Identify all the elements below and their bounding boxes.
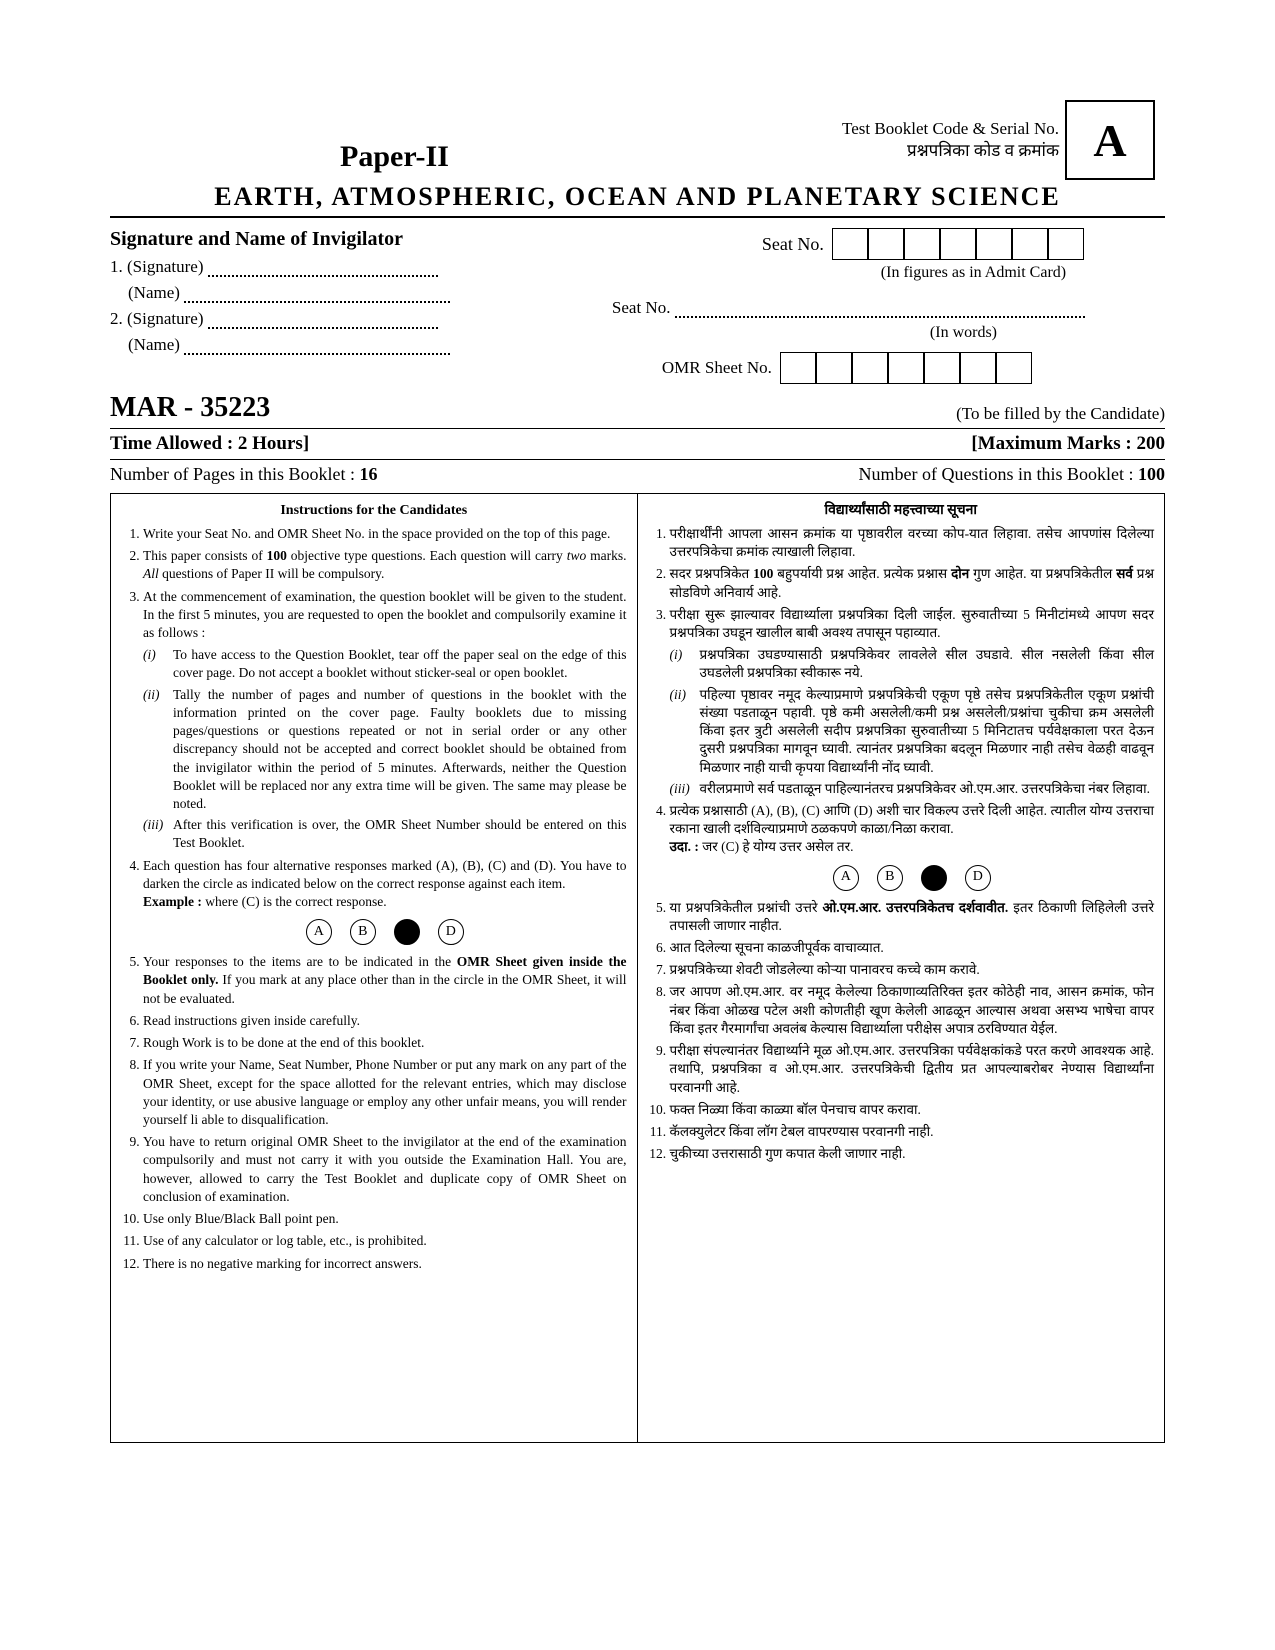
circle-b: B [877, 865, 903, 891]
seat-words-caption: (In words) [762, 324, 1165, 342]
subject-title: EARTH, ATMOSPHERIC, OCEAN AND PLANETARY … [110, 182, 1165, 212]
sig1-label: 1. (Signature) [110, 257, 203, 276]
seat-words-line [675, 302, 1085, 318]
seat-no-label: Seat No. [762, 234, 824, 255]
sig2-line [208, 313, 438, 329]
omr-sheet-label: OMR Sheet No. [662, 358, 772, 378]
mr-item-6: आत दिलेल्या सूचना काळजीपूर्वक वाचाव्यात. [670, 939, 1155, 957]
en-item-12: There is no negative marking for incorre… [143, 1255, 627, 1273]
divider [110, 216, 1165, 218]
seat-figures-caption: (In figures as in Admit Card) [782, 264, 1165, 282]
divider [110, 428, 1165, 429]
en-item-1: Write your Seat No. and OMR Sheet No. in… [143, 525, 627, 543]
exam-cover-page: Test Booklet Code & Serial No. प्रश्नपत्… [0, 0, 1275, 1650]
mr-item-4: प्रत्येक प्रश्नासाठी (A), (B), (C) आणि (… [670, 802, 1155, 891]
mr-item-7: प्रश्नपत्रिकेच्या शेवटी जोडलेल्या कोऱ्या… [670, 961, 1155, 979]
circle-c-filled [921, 865, 947, 891]
candidate-fill: (To be filled by the Candidate) [956, 404, 1165, 424]
circle-d: D [438, 919, 464, 945]
instructions-english: Instructions for the Candidates Write yo… [111, 494, 638, 1442]
booklet-code-block: Test Booklet Code & Serial No. प्रश्नपत्… [842, 100, 1155, 180]
pages-info: Number of Pages in this Booklet : 16 [110, 464, 377, 485]
en-item-2: This paper consists of 100 objective typ… [143, 547, 627, 583]
en-item-10: Use only Blue/Black Ball point pen. [143, 1210, 627, 1228]
mr-item-8: जर आपण ओ.एम.आर. वर नमूद केलेल्या ठिकाणाव… [670, 983, 1155, 1038]
instructions-marathi: विद्यार्थ्यांसाठी महत्त्वाच्या सूचना परी… [638, 494, 1165, 1442]
en-item-5: Your responses to the items are to be in… [143, 953, 627, 1008]
seat-no-boxes [832, 228, 1084, 260]
mr-heading: विद्यार्थ्यांसाठी महत्त्वाच्या सूचना [648, 502, 1155, 521]
circle-a: A [833, 865, 859, 891]
booklet-code-label: Test Booklet Code & Serial No. प्रश्नपत्… [842, 118, 1059, 162]
mr-item-9: परीक्षा संपल्यानंतर विद्यार्थ्याने मूळ ओ… [670, 1042, 1155, 1097]
sig2-label: 2. (Signature) [110, 309, 203, 328]
en-item-11: Use of any calculator or log table, etc.… [143, 1232, 627, 1250]
en-item-3: At the commencement of examination, the … [143, 588, 627, 853]
example-circles-mr: A B D [670, 865, 1155, 891]
invigilator-heading: Signature and Name of Invigilator [110, 228, 722, 251]
mr-item-5: या प्रश्नपत्रिकेतील प्रश्नांची उत्तरे ओ.… [670, 899, 1155, 935]
en-item-8: If you write your Name, Seat Number, Pho… [143, 1056, 627, 1129]
en-item-6: Read instructions given inside carefully… [143, 1012, 627, 1030]
mr-item-10: फक्त निळ्या किंवा काळ्या बॉल पेनचाच वापर… [670, 1101, 1155, 1119]
circle-d: D [965, 865, 991, 891]
exam-code: MAR - 35223 [110, 392, 270, 424]
mr-item-1: परीक्षार्थींनी आपला आसन क्रमांक या पृष्ठ… [670, 525, 1155, 561]
questions-info: Number of Questions in this Booklet : 10… [859, 464, 1165, 485]
name2-label: (Name) [128, 335, 180, 354]
circle-a: A [306, 919, 332, 945]
en-item-7: Rough Work is to be done at the end of t… [143, 1034, 627, 1052]
en-item-4: Each question has four alternative respo… [143, 857, 627, 946]
en-heading: Instructions for the Candidates [121, 502, 627, 521]
example-circles-en: A B D [143, 919, 627, 945]
circle-c-filled [394, 919, 420, 945]
divider [110, 459, 1165, 460]
booklet-code-letter: A [1065, 100, 1155, 180]
booklet-label-mr: प्रश्नपत्रिका कोड व क्रमांक [842, 140, 1059, 162]
sig1-line [208, 261, 438, 277]
name1-label: (Name) [128, 283, 180, 302]
name2-line [184, 339, 450, 355]
mr-item-3: परीक्षा सुरू झाल्यावर विद्यार्थ्याला प्र… [670, 606, 1155, 798]
mr-item-12: चुकीच्या उत्तरासाठी गुण कपात केली जाणार … [670, 1145, 1155, 1163]
circle-b: B [350, 919, 376, 945]
mr-item-11: कॅलक्युलेटर किंवा लॉग टेबल वापरण्यास परव… [670, 1123, 1155, 1141]
booklet-label-en: Test Booklet Code & Serial No. [842, 118, 1059, 140]
max-marks: [Maximum Marks : 200 [971, 433, 1165, 455]
en-item-9: You have to return original OMR Sheet to… [143, 1133, 627, 1206]
omr-boxes [780, 352, 1032, 384]
mr-item-2: सदर प्रश्नपत्रिकेत 100 बहुपर्यायी प्रश्न… [670, 565, 1155, 601]
seat-words-label: Seat No. [612, 298, 671, 317]
instructions-box: Instructions for the Candidates Write yo… [110, 493, 1165, 1443]
name1-line [184, 287, 450, 303]
time-allowed: Time Allowed : 2 Hours] [110, 433, 309, 455]
